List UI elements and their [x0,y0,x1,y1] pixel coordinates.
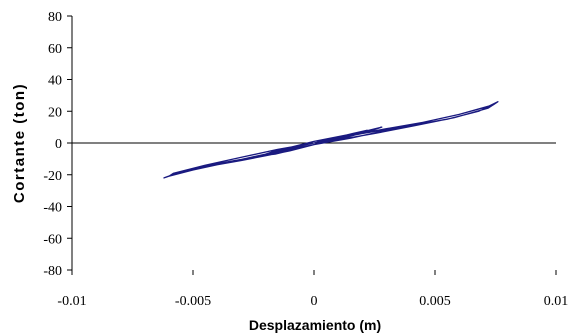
x-tick-label: -0.005 [175,294,211,309]
y-tick-label: -60 [43,232,62,247]
y-tick-label: -80 [43,264,62,279]
y-tick-label: 20 [48,105,62,120]
y-axis-title: Cortante (ton) [11,83,28,203]
x-tick-label: -0.01 [57,294,86,309]
y-tick-label: 40 [48,74,62,89]
y-tick-label: 80 [48,10,62,25]
series-layer [163,101,499,179]
x-tick-label: 0 [311,294,318,309]
x-axis-title: Desplazamiento (m) [249,317,381,333]
x-tick-label: 0.01 [544,294,569,309]
series-line [163,101,499,179]
y-tick-label: -40 [43,201,62,216]
x-axis-ticks: -0.01 -0.005 0 0.005 0.01 [57,270,568,309]
y-axis-ticks: -80 -60 -40 -20 0 20 40 60 80 [43,10,72,279]
y-tick-label: -20 [43,169,62,184]
x-tick-label: 0.005 [419,294,451,309]
y-tick-label: 0 [55,137,62,152]
y-tick-label: 60 [48,42,62,57]
